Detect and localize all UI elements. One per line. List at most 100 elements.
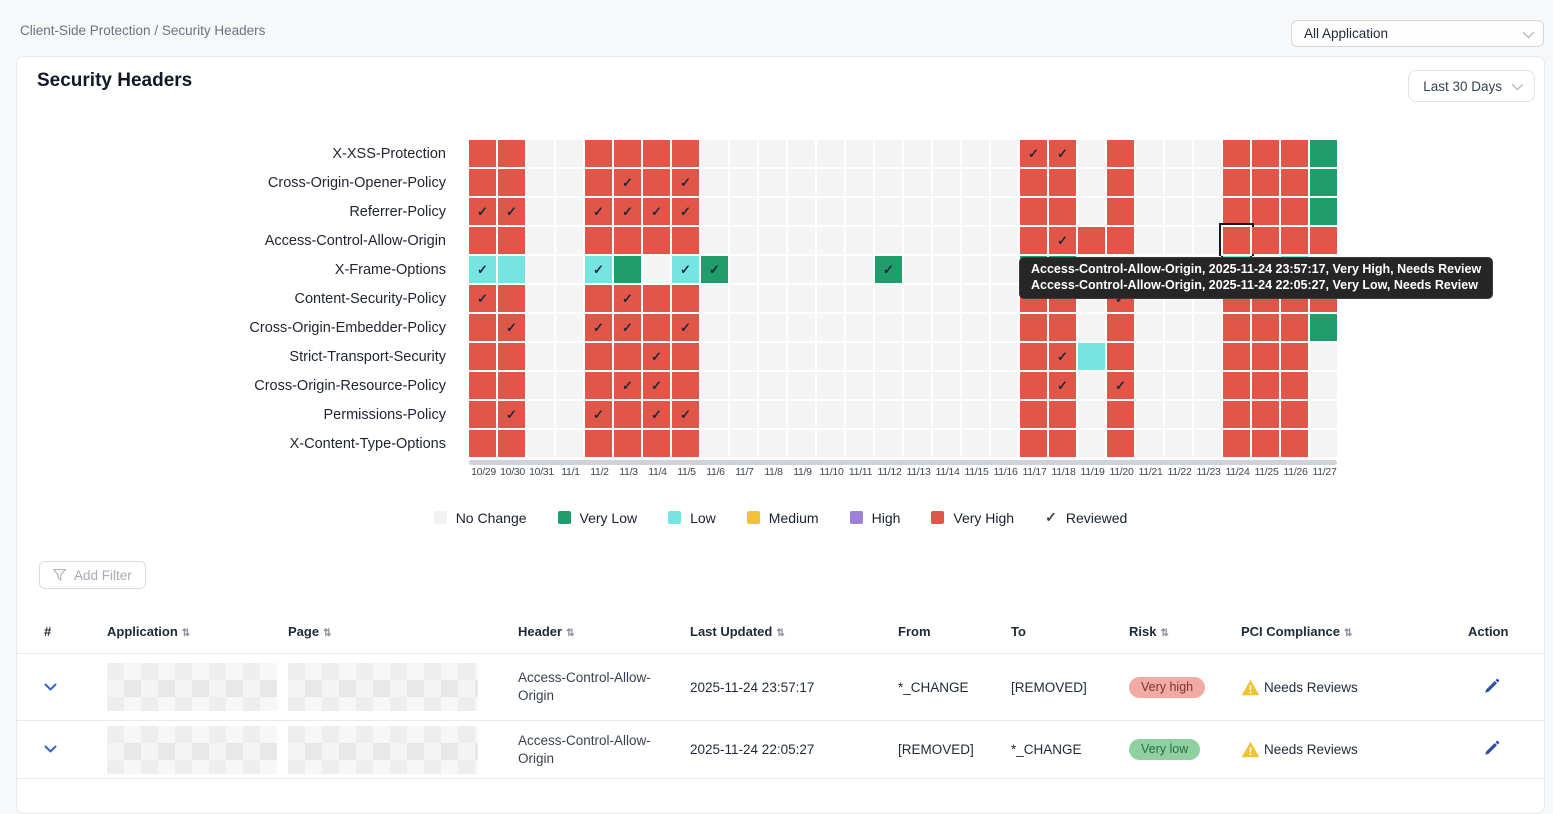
heatmap-cell[interactable]: ✓ xyxy=(614,169,641,196)
heatmap-cell[interactable] xyxy=(1107,198,1134,225)
heatmap-cell[interactable] xyxy=(556,343,583,370)
heatmap-cell[interactable] xyxy=(962,285,989,312)
edit-button[interactable] xyxy=(1468,678,1500,697)
heatmap-cell[interactable] xyxy=(643,285,670,312)
heatmap-cell[interactable] xyxy=(817,198,844,225)
heatmap-cell[interactable] xyxy=(904,401,931,428)
heatmap-cell[interactable] xyxy=(1252,198,1279,225)
heatmap-cell[interactable] xyxy=(672,140,699,167)
heatmap-cell[interactable] xyxy=(904,227,931,254)
heatmap-cell[interactable] xyxy=(730,256,757,283)
heatmap-cell[interactable] xyxy=(875,401,902,428)
heatmap-cell[interactable] xyxy=(1049,430,1076,457)
heatmap-cell[interactable] xyxy=(817,430,844,457)
heatmap-cell[interactable] xyxy=(788,169,815,196)
heatmap-cell[interactable] xyxy=(933,372,960,399)
heatmap-cell[interactable] xyxy=(672,430,699,457)
heatmap-cell[interactable] xyxy=(1078,401,1105,428)
heatmap-cell[interactable] xyxy=(962,314,989,341)
date-range-select[interactable]: Last 30 Days xyxy=(1408,70,1535,102)
heatmap-cell[interactable] xyxy=(1020,401,1047,428)
heatmap-cell[interactable] xyxy=(817,401,844,428)
heatmap-cell[interactable] xyxy=(817,256,844,283)
heatmap-cell[interactable] xyxy=(759,227,786,254)
heatmap-cell[interactable]: ✓ xyxy=(469,256,496,283)
heatmap-cell[interactable]: ✓ xyxy=(672,256,699,283)
heatmap-cell[interactable] xyxy=(1020,343,1047,370)
heatmap-cell[interactable] xyxy=(759,169,786,196)
heatmap-cell[interactable] xyxy=(730,198,757,225)
heatmap-cell[interactable] xyxy=(469,401,496,428)
heatmap-cell[interactable] xyxy=(1165,314,1192,341)
heatmap-cell[interactable] xyxy=(904,430,931,457)
heatmap-cell[interactable] xyxy=(817,372,844,399)
heatmap-cell[interactable] xyxy=(643,314,670,341)
heatmap-cell[interactable] xyxy=(527,256,554,283)
heatmap-cell[interactable] xyxy=(1194,401,1221,428)
heatmap-cell[interactable] xyxy=(1310,227,1337,254)
expand-row-button[interactable] xyxy=(44,742,57,757)
heatmap-cell[interactable] xyxy=(701,430,728,457)
heatmap-cell[interactable] xyxy=(1020,169,1047,196)
heatmap-cell[interactable] xyxy=(1136,169,1163,196)
heatmap-cell[interactable] xyxy=(1078,169,1105,196)
heatmap-cell[interactable] xyxy=(904,285,931,312)
application-filter-select[interactable]: All Application xyxy=(1291,20,1544,47)
heatmap-cell[interactable] xyxy=(1252,227,1279,254)
heatmap-cell[interactable] xyxy=(1020,430,1047,457)
expand-row-button[interactable] xyxy=(44,680,57,695)
heatmap-cell[interactable]: ✓ xyxy=(469,285,496,312)
heatmap-cell[interactable] xyxy=(1223,430,1250,457)
heatmap-cell[interactable] xyxy=(1136,343,1163,370)
heatmap-cell[interactable] xyxy=(701,343,728,370)
heatmap-cell[interactable] xyxy=(991,198,1018,225)
heatmap-cell[interactable] xyxy=(904,314,931,341)
heatmap-cell[interactable] xyxy=(1049,198,1076,225)
heatmap-cell[interactable] xyxy=(875,198,902,225)
heatmap-cell[interactable] xyxy=(1165,430,1192,457)
heatmap-cell[interactable] xyxy=(469,140,496,167)
heatmap-cell[interactable] xyxy=(1223,227,1250,254)
heatmap-cell[interactable] xyxy=(846,169,873,196)
heatmap-cell[interactable] xyxy=(759,314,786,341)
heatmap-cell[interactable] xyxy=(1136,140,1163,167)
heatmap-cell[interactable] xyxy=(904,140,931,167)
heatmap-cell[interactable] xyxy=(1281,430,1308,457)
heatmap-cell[interactable] xyxy=(469,430,496,457)
heatmap-cell[interactable] xyxy=(672,285,699,312)
heatmap-cell[interactable] xyxy=(498,430,525,457)
heatmap-cell[interactable] xyxy=(527,285,554,312)
heatmap-cell[interactable] xyxy=(991,169,1018,196)
heatmap-cell[interactable] xyxy=(527,198,554,225)
heatmap-cell[interactable] xyxy=(991,372,1018,399)
heatmap-cell[interactable] xyxy=(962,372,989,399)
heatmap-cell[interactable] xyxy=(1078,314,1105,341)
heatmap-cell[interactable]: ✓ xyxy=(701,256,728,283)
heatmap-cell[interactable] xyxy=(1107,227,1134,254)
heatmap-cell[interactable] xyxy=(614,401,641,428)
heatmap-cell[interactable] xyxy=(759,372,786,399)
heatmap-cell[interactable] xyxy=(498,169,525,196)
heatmap-cell[interactable]: ✓ xyxy=(643,343,670,370)
heatmap-cell[interactable] xyxy=(904,169,931,196)
heatmap-cell[interactable] xyxy=(1194,227,1221,254)
heatmap-cell[interactable] xyxy=(556,372,583,399)
heatmap-cell[interactable] xyxy=(1020,227,1047,254)
heatmap-cell[interactable] xyxy=(1136,401,1163,428)
heatmap-cell[interactable] xyxy=(1281,314,1308,341)
heatmap-cell[interactable] xyxy=(614,256,641,283)
heatmap-cell[interactable] xyxy=(1020,198,1047,225)
heatmap-cell[interactable] xyxy=(817,285,844,312)
heatmap-cell[interactable] xyxy=(875,343,902,370)
edit-button[interactable] xyxy=(1468,740,1500,759)
heatmap-cell[interactable] xyxy=(527,140,554,167)
heatmap-cell[interactable] xyxy=(1194,198,1221,225)
heatmap-cell[interactable] xyxy=(759,343,786,370)
heatmap-cell[interactable] xyxy=(556,430,583,457)
heatmap-cell[interactable]: ✓ xyxy=(672,401,699,428)
heatmap-cell[interactable] xyxy=(788,285,815,312)
heatmap-cell[interactable] xyxy=(933,401,960,428)
heatmap-cell[interactable] xyxy=(672,227,699,254)
heatmap-cell[interactable] xyxy=(498,285,525,312)
heatmap-cell[interactable] xyxy=(1194,314,1221,341)
